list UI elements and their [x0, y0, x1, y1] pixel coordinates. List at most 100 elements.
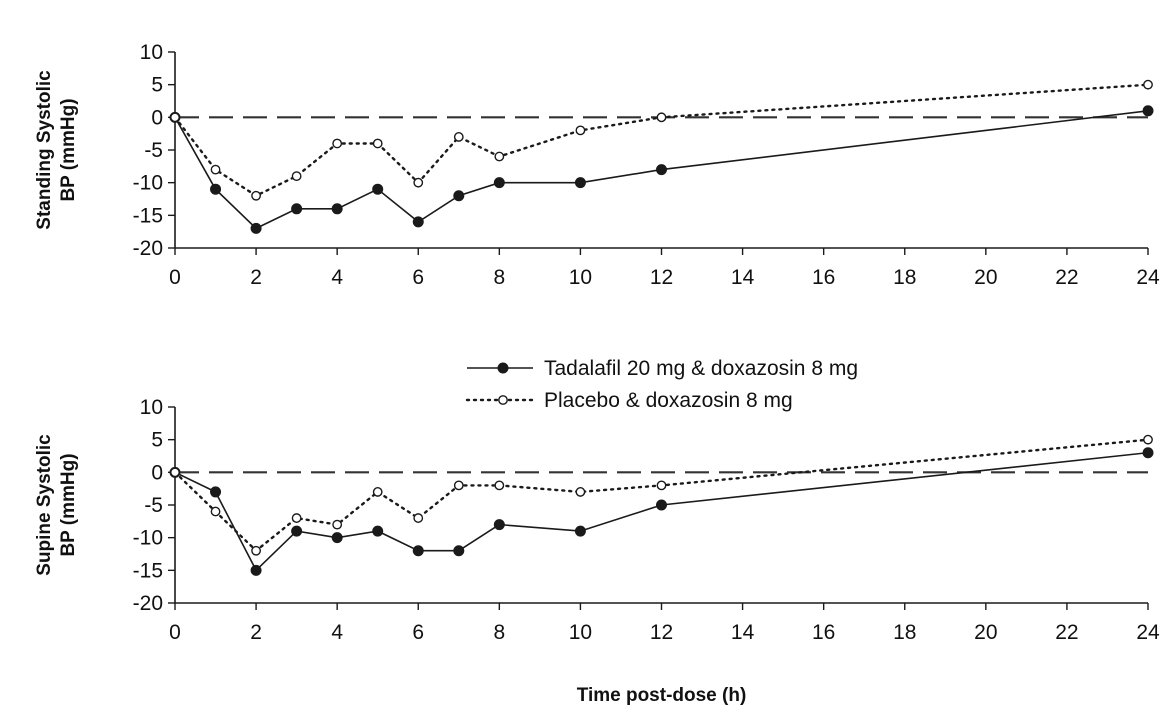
x-tick-label: 0: [169, 621, 181, 644]
x-tick-label: 12: [650, 621, 673, 644]
y-tick-label: 0: [151, 461, 163, 484]
x-tick-label: 8: [493, 621, 505, 644]
y-tick-label: -20: [133, 592, 163, 615]
y-tick-label: 10: [140, 396, 163, 419]
y-tick-label: 5: [151, 429, 163, 452]
y-tick-label: 10: [140, 41, 163, 64]
y-tick-label: -20: [133, 237, 163, 260]
data-point-placebo: [1143, 434, 1153, 445]
x-tick-label: 22: [1055, 266, 1078, 289]
data-point-placebo: [291, 513, 302, 523]
x-tick-label: 22: [1055, 621, 1078, 644]
data-point-placebo: [453, 132, 464, 142]
x-tick-label: 12: [650, 266, 673, 289]
x-tick-label: 24: [1136, 621, 1160, 644]
x-tick-label: 6: [412, 621, 424, 644]
x-tick-label: 6: [412, 266, 424, 289]
y-tick-label: 5: [151, 74, 163, 97]
data-point-placebo: [575, 125, 586, 136]
legend: Tadalafil 20 mg & doxazosin 8 mg Placebo …: [465, 357, 858, 412]
y-tick-label: 0: [151, 106, 163, 129]
data-point-tadalafil: [412, 216, 424, 228]
data-point-tadalafil: [656, 499, 667, 511]
data-point-placebo: [453, 480, 464, 491]
data-point-tadalafil: [210, 486, 222, 498]
data-point-tadalafil: [372, 525, 384, 537]
data-point-placebo: [494, 480, 505, 491]
data-point-tadalafil: [291, 203, 303, 215]
legend-label: Placebo & doxazosin 8 mg: [544, 389, 793, 412]
data-point-tadalafil: [453, 545, 465, 557]
data-point-placebo: [656, 112, 667, 123]
x-tick-label: 20: [974, 266, 997, 289]
x-tick-label: 16: [812, 266, 835, 289]
series-line-placebo: [173, 438, 1150, 553]
data-point-placebo: [210, 164, 221, 175]
data-point-placebo: [1143, 79, 1153, 90]
data-point-placebo: [413, 513, 424, 523]
data-point-placebo: [372, 138, 383, 149]
data-point-tadalafil: [656, 164, 667, 176]
y-axis-title-line: BP (mmHg): [58, 453, 79, 556]
data-point-placebo: [332, 519, 343, 530]
data-point-placebo: [291, 171, 302, 182]
x-tick-label: 2: [250, 621, 262, 644]
x-tick-label: 4: [331, 621, 343, 644]
y-tick-label: -15: [133, 204, 163, 227]
data-point-tadalafil: [331, 532, 343, 544]
data-point-tadalafil: [372, 183, 384, 195]
legend-swatch-marker: [498, 395, 508, 405]
y-axis-title-line: Standing Systolic: [34, 70, 55, 230]
x-tick-label: 14: [731, 621, 755, 644]
y-tick-label: -5: [144, 139, 163, 162]
x-axis-title: Time post-dose (h): [577, 685, 747, 706]
data-point-placebo: [210, 506, 221, 517]
series-line-tadalafil: [174, 110, 1149, 230]
y-tick-label: -10: [133, 527, 163, 550]
data-point-placebo: [251, 190, 261, 201]
data-point-placebo: [656, 480, 667, 491]
data-point-tadalafil: [331, 203, 343, 215]
x-tick-label: 18: [893, 266, 916, 289]
data-point-placebo: [332, 138, 343, 149]
y-axis-title: Standing Systolic BP (mmHg): [34, 70, 79, 230]
y-axis-title: Supine Systolic BP (mmHg): [34, 434, 79, 576]
data-point-tadalafil: [493, 177, 505, 189]
x-tick-label: 10: [569, 621, 592, 644]
y-axis-title-line: BP (mmHg): [58, 98, 79, 201]
x-tick-label: 8: [493, 266, 505, 289]
y-axis-title-line: Supine Systolic: [34, 434, 55, 576]
data-point-placebo: [413, 177, 424, 188]
data-point-tadalafil: [250, 222, 262, 234]
data-point-placebo: [494, 151, 505, 162]
data-point-tadalafil: [453, 190, 465, 202]
data-point-tadalafil: [574, 525, 586, 537]
data-point-tadalafil: [574, 177, 586, 189]
x-tick-label: 20: [974, 621, 997, 644]
data-point-placebo: [575, 487, 586, 497]
x-tick-label: 14: [731, 266, 755, 289]
data-point-tadalafil: [1142, 447, 1154, 459]
y-tick-label: -5: [144, 494, 163, 517]
data-point-tadalafil: [250, 564, 262, 576]
legend-label: Tadalafil 20 mg & doxazosin 8 mg: [544, 357, 858, 380]
data-point-tadalafil: [291, 525, 303, 537]
series-line-placebo: [173, 83, 1150, 198]
data-point-tadalafil: [210, 183, 222, 195]
x-tick-label: 10: [569, 266, 592, 289]
y-tick-label: -15: [133, 559, 163, 582]
data-point-placebo: [170, 112, 180, 123]
x-tick-label: 4: [331, 266, 343, 289]
data-point-placebo: [251, 545, 261, 556]
x-tick-label: 24: [1136, 266, 1160, 289]
y-tick-label: -10: [133, 172, 163, 195]
data-point-tadalafil: [1142, 105, 1154, 117]
x-tick-label: 0: [169, 266, 181, 289]
x-tick-label: 18: [893, 621, 916, 644]
data-point-placebo: [170, 467, 180, 478]
data-point-tadalafil: [493, 519, 505, 531]
